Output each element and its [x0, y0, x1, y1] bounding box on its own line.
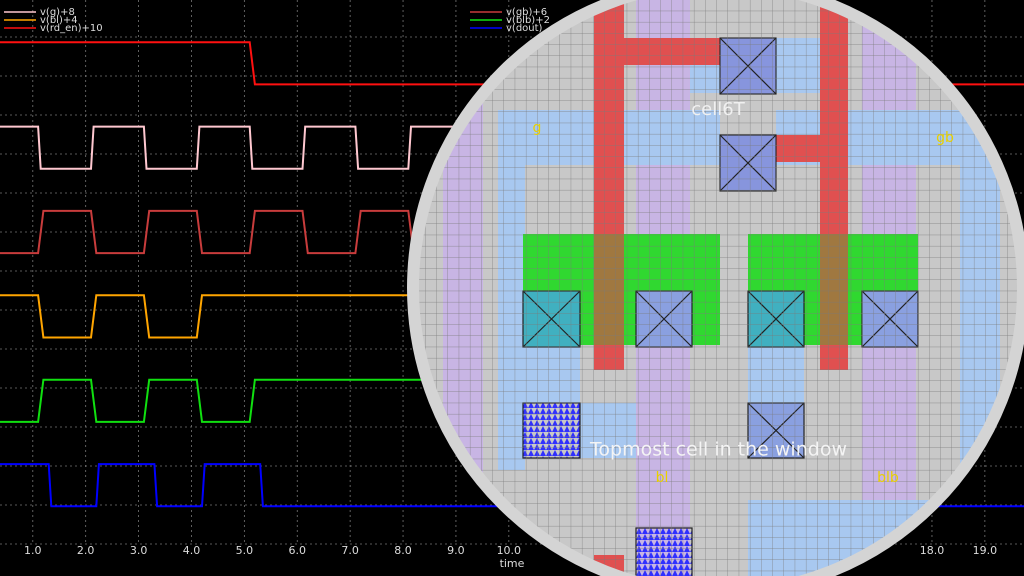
waveform — [0, 378, 456, 423]
pin-label: blb — [877, 470, 899, 486]
x-tick-label: 18.0 — [920, 544, 945, 557]
x-tick-label: 7.0 — [341, 544, 359, 557]
x-tick-label: 5.0 — [236, 544, 254, 557]
x-tick-label: 8.0 — [394, 544, 412, 557]
layout-lens: cell6T g gb bl blb Topmost cell in the w… — [407, 0, 1024, 576]
legend-label: v(blb)+2 — [506, 15, 550, 26]
cell-title: cell6T — [691, 99, 745, 120]
window-caption: Topmost cell in the window — [589, 439, 847, 461]
x-tick-label: 19.0 — [973, 544, 998, 557]
pin-label: gb — [936, 130, 954, 146]
waveform — [0, 125, 456, 170]
legend-label: v(g)+8 — [40, 7, 75, 18]
legend-label: v(bl)+4 — [40, 15, 78, 26]
legend-label: v(dout) — [506, 23, 543, 34]
x-tick-label: 9.0 — [447, 544, 465, 557]
layout-grid — [418, 0, 1018, 576]
x-tick-label: 4.0 — [183, 544, 201, 557]
x-tick-label: 1.0 — [24, 544, 42, 557]
x-tick-label: 10.0 — [497, 544, 522, 557]
x-tick-label: 3.0 — [130, 544, 148, 557]
waveform — [0, 294, 456, 339]
layout-view: cell6T g gb bl blb Topmost cell in the w… — [418, 0, 1018, 576]
waveform — [0, 209, 456, 255]
pin-label: g — [533, 120, 542, 136]
legend-label: v(gb)+6 — [506, 7, 547, 18]
x-axis-label: time — [500, 557, 525, 570]
legend-label: v(rd_en)+10 — [40, 23, 103, 34]
x-tick-label: 2.0 — [77, 544, 95, 557]
lens-border — [407, 0, 1024, 576]
waveform — [0, 463, 1024, 508]
x-tick-label: 6.0 — [289, 544, 307, 557]
pin-label: bl — [656, 470, 669, 486]
